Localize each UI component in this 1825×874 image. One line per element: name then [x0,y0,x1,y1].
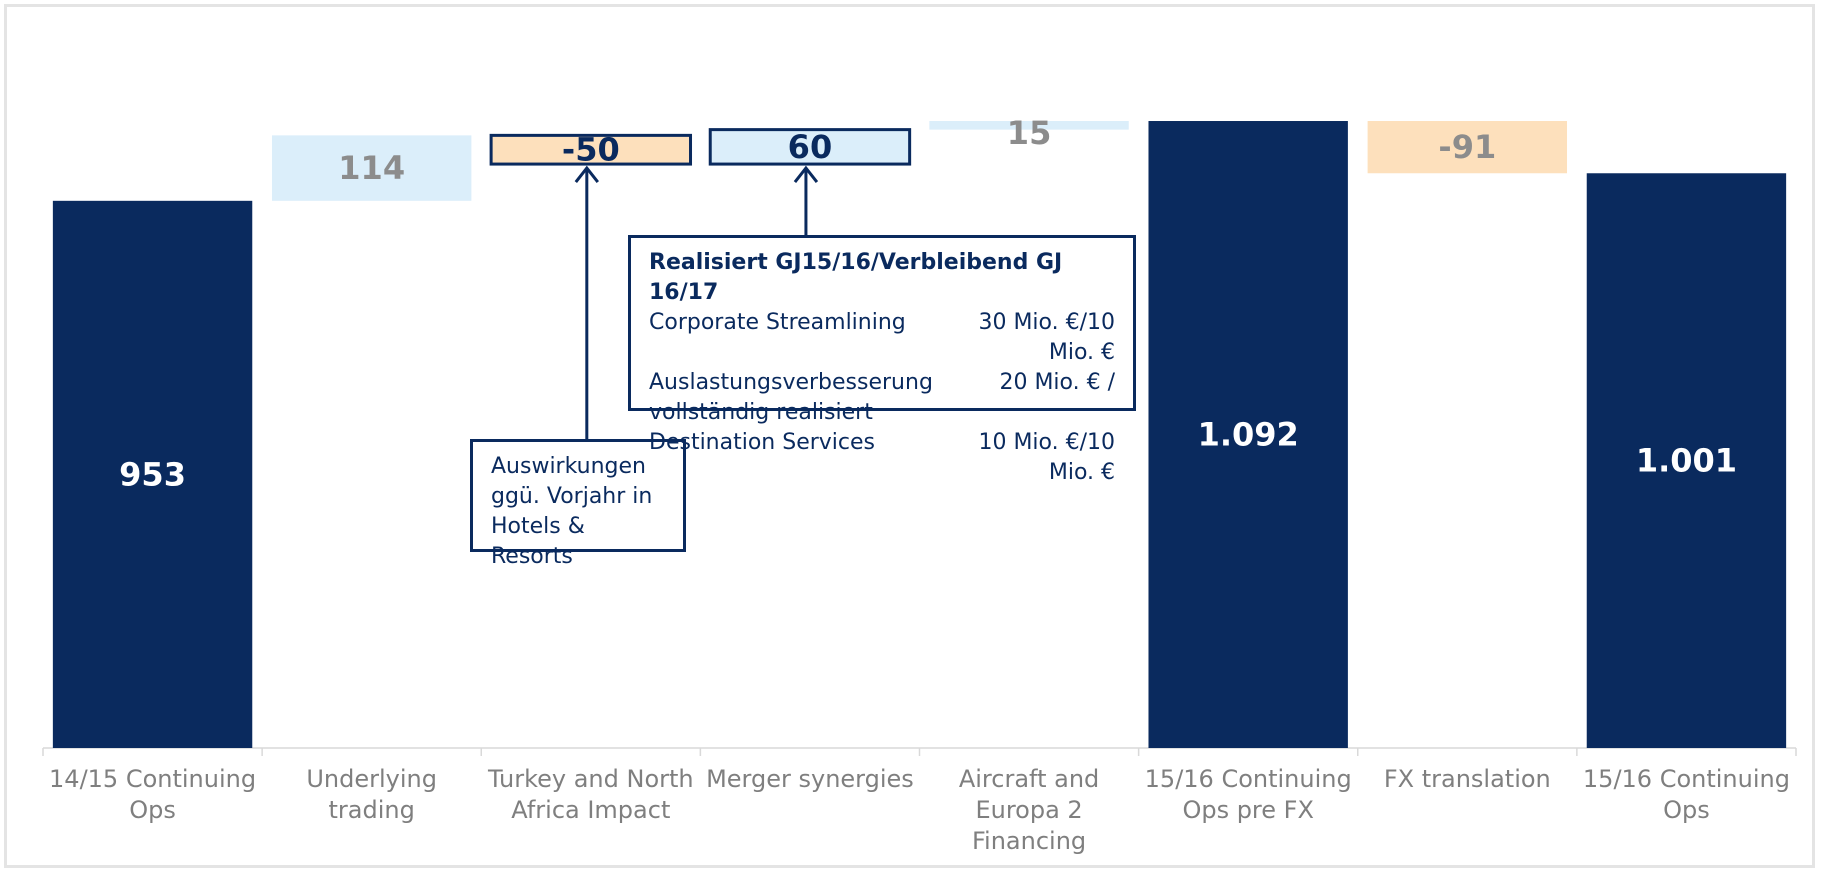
annotation-box: Auswirkungen ggü. Vorjahr in Hotels & Reso… [470,439,686,569]
annotation-line: Hotels & Resorts [491,514,585,569]
x-tick-label: 15/16 Continuing Ops [1582,765,1790,824]
value-label: -91 [1438,128,1496,166]
annotation-line: ggü. Vorjahr in [491,484,653,509]
bar [52,200,253,749]
value-label: -50 [562,131,620,169]
x-tick-label: Merger synergies [706,765,914,793]
annotation-cell: vollständig realisiert [649,400,873,425]
value-label: 1.001 [1636,442,1737,480]
bar [1586,173,1787,749]
x-tick-label: 14/15 Continuing Ops [49,765,257,824]
bar [489,133,693,166]
value-label: 953 [119,455,186,493]
bar [1367,121,1568,174]
annotation-line: Auswirkungen [491,454,646,479]
annotation-arrowhead [574,165,599,183]
value-label: 15 [1007,114,1052,152]
annotation-arrowhead [793,165,819,183]
annotation-cell: Destination Services [649,430,876,455]
x-tick-label: Turkey and North Africa Impact [487,765,694,824]
chart: 953 114 -50 60 15 1.092 -91 1.001 [42,114,1797,756]
bar [1148,121,1348,748]
annotation-title: Realisiert GJ15/16/Verbleibend GJ 16/17 [649,250,1063,305]
annotation-cell: 30 Mio. €/10 Mio. € [978,310,1115,365]
x-tick-label: Underlying trading [306,765,437,824]
x-tick-label: Aircraft and Europa 2 Financing [958,765,1100,855]
value-label: 1.092 [1198,416,1299,454]
value-label: 60 [788,128,833,166]
annotation-cell: 10 Mio. €/10 Mio. € [978,430,1115,485]
annotation-box: Realisiert GJ15/16/Verbleibend GJ 16/17 C… [628,235,1136,485]
annotation-cell: 20 Mio. € / [999,370,1115,395]
chart-frame: 953 114 -50 60 15 1.092 -91 1.001 14/15 Continu… [4,4,1815,868]
bar [271,135,472,201]
x-tick-label: FX translation [1383,765,1551,793]
value-label: 114 [338,149,405,187]
bar [929,121,1129,130]
bar [708,128,912,166]
annotation-cell: Corporate Streamlining [649,310,906,335]
annotation-rows: Corporate Streamlining 30 Mio. €/10 Mio. … [649,308,1115,488]
x-tick-label: 15/16 Continuing Ops pre FX [1144,765,1352,824]
annotation-cell: Auslastungsverbesserung [649,370,933,395]
